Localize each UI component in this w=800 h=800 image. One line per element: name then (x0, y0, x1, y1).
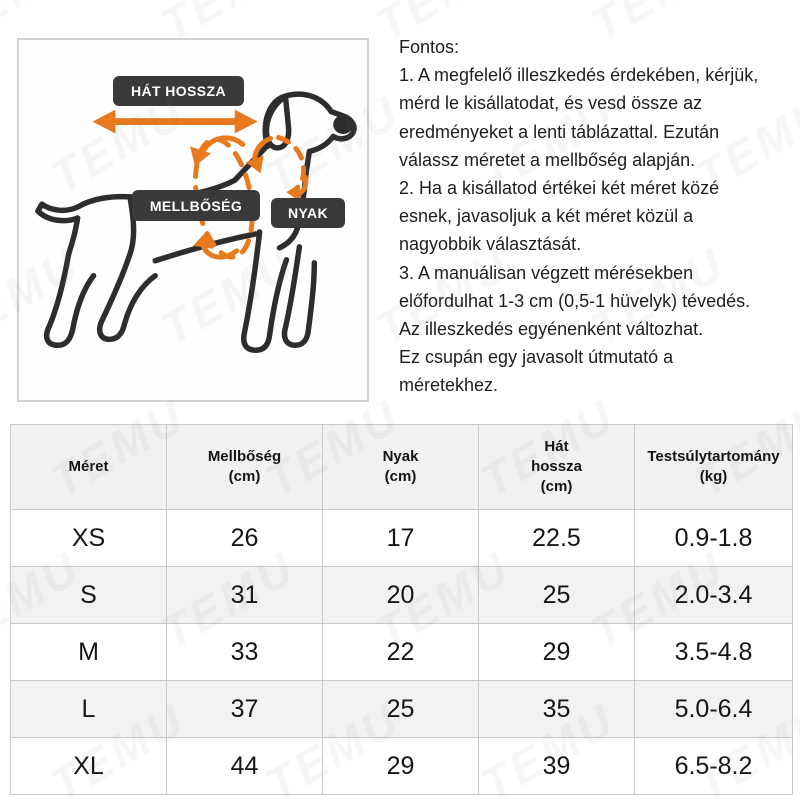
table-row-m: M 33 22 29 3.5-4.8 (10, 623, 793, 681)
cell-chest: 26 (166, 509, 323, 567)
back-length-arrow (92, 109, 258, 134)
cell-neck: 29 (322, 737, 479, 795)
notes-heading: Fontos: (399, 37, 460, 57)
cell-chest: 37 (166, 680, 323, 738)
table-row-l: L 37 25 35 5.0-6.4 (10, 680, 793, 738)
table-row-xs: XS 26 17 22.5 0.9-1.8 (10, 509, 793, 567)
cell-weight-range: 6.5-8.2 (634, 737, 793, 795)
back-length-label: HÁT HOSSZA (113, 76, 244, 106)
cell-weight-range: 2.0-3.4 (634, 566, 793, 624)
column-header-neck: Nyak (cm) (322, 424, 479, 510)
temu-watermark: TEMU (796, 236, 800, 356)
neck-label: NYAK (271, 198, 345, 228)
cell-neck: 17 (322, 509, 479, 567)
cell-weight-range: 3.5-4.8 (634, 623, 793, 681)
cell-chest: 31 (166, 566, 323, 624)
chest-label-text: MELLBŐSÉG (149, 197, 243, 214)
cell-size: S (10, 566, 167, 624)
chest-label: MELLBŐSÉG (132, 190, 260, 221)
column-header-weight-range: Testsúlytartomány (kg) (634, 424, 793, 510)
neck-label-text: NYAK (288, 205, 328, 221)
measurement-diagram-panel: HÁT HOSSZA MELLBŐSÉG NYAK (17, 38, 369, 402)
dog-nose (333, 115, 354, 134)
cell-back-length: 35 (478, 680, 635, 738)
cell-neck: 20 (322, 566, 479, 624)
table-row-xl: XL 44 29 39 6.5-8.2 (10, 737, 793, 795)
cell-back-length: 22.5 (478, 509, 635, 567)
cell-weight-range: 5.0-6.4 (634, 680, 793, 738)
size-table: Méret Mellbőség (cm) Nyak (cm) Hát hossz… (10, 424, 793, 795)
column-header-back-length: Hát hossza (cm) (478, 424, 635, 510)
cell-size: XL (10, 737, 167, 795)
cell-chest: 33 (166, 623, 323, 681)
cell-size: M (10, 623, 167, 681)
size-table-header-row: Méret Mellbőség (cm) Nyak (cm) Hát hossz… (10, 424, 793, 510)
cell-back-length: 39 (478, 737, 635, 795)
column-header-size: Méret (10, 424, 167, 510)
fit-notes: Fontos: 1. A megfelelő illeszkedés érdek… (399, 33, 795, 400)
cell-neck: 25 (322, 680, 479, 738)
cell-back-length: 25 (478, 566, 635, 624)
cell-size: L (10, 680, 167, 738)
neck-measure-arrow (245, 134, 309, 203)
cell-neck: 22 (322, 623, 479, 681)
cell-back-length: 29 (478, 623, 635, 681)
notes-body: 1. A megfelelő illeszkedés érdekében, ké… (399, 65, 759, 396)
column-header-chest: Mellbőség (cm) (166, 424, 323, 510)
back-length-label-text: HÁT HOSSZA (131, 83, 226, 99)
table-row-s: S 31 20 25 2.0-3.4 (10, 566, 793, 624)
cell-size: XS (10, 509, 167, 567)
temu-watermark: TEMU (796, 0, 800, 52)
cell-weight-range: 0.9-1.8 (634, 509, 793, 567)
cell-chest: 44 (166, 737, 323, 795)
temu-watermark: TEMU (796, 540, 800, 660)
